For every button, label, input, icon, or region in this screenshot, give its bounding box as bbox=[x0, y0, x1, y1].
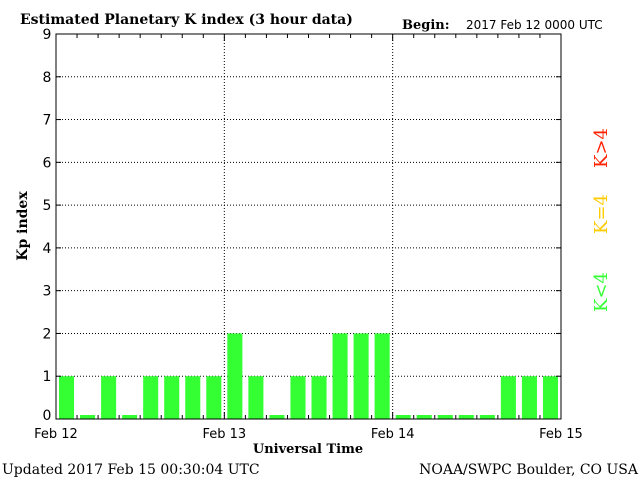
y-tick-label: 2 bbox=[43, 326, 52, 342]
kp-bar bbox=[374, 333, 390, 419]
kp-bar bbox=[185, 376, 201, 419]
footer-source: NOAA/SWPC Boulder, CO USA bbox=[419, 462, 639, 478]
y-tick-label: 5 bbox=[43, 198, 52, 214]
legend-k-above-4: K>4 bbox=[591, 128, 612, 168]
grid-layer bbox=[56, 34, 561, 419]
y-tick-label: 8 bbox=[43, 70, 52, 86]
x-tick-label: Feb 13 bbox=[202, 427, 246, 442]
y-axis-label: Kp index bbox=[15, 191, 31, 261]
kp-bar bbox=[437, 415, 453, 419]
footer-updated: Updated 2017 Feb 15 00:30:04 UTC bbox=[2, 462, 260, 478]
legend-k-below-4: K<4 bbox=[591, 272, 612, 312]
y-tick-label: 9 bbox=[43, 27, 52, 43]
y-tick-label: 3 bbox=[43, 284, 52, 300]
kp-bar bbox=[80, 415, 96, 419]
y-tick-label: 7 bbox=[43, 113, 52, 129]
y-axis-ticks: 0 1 2 3 4 5 6 7 8 9 bbox=[43, 27, 561, 424]
plot-frame bbox=[55, 33, 562, 420]
kp-bar bbox=[122, 415, 138, 419]
x-tick-label: Feb 12 bbox=[34, 427, 78, 442]
kp-bar bbox=[500, 376, 516, 419]
begin-value: 2017 Feb 12 0000 UTC bbox=[466, 18, 603, 32]
kp-bar bbox=[542, 376, 558, 419]
kp-bar bbox=[269, 415, 285, 419]
y-tick-label: 0 bbox=[43, 408, 52, 424]
kp-bar bbox=[206, 376, 222, 419]
kp-bar bbox=[395, 415, 411, 419]
kp-bar bbox=[521, 376, 537, 419]
y-tick-label: 6 bbox=[43, 155, 52, 171]
kp-bar bbox=[332, 333, 348, 419]
begin-label: Begin: bbox=[402, 18, 450, 33]
chart-title: Estimated Planetary K index (3 hour data… bbox=[20, 12, 353, 28]
x-tick-label: Feb 15 bbox=[539, 427, 583, 442]
kp-bar bbox=[59, 376, 75, 419]
kp-bar bbox=[227, 333, 243, 419]
kp-bar bbox=[353, 333, 369, 419]
kp-bar bbox=[416, 415, 432, 419]
y-tick-label: 4 bbox=[43, 241, 52, 257]
x-axis-label: Universal Time bbox=[253, 442, 363, 457]
legend-k-equal-4: K=4 bbox=[591, 194, 612, 234]
x-tick-label: Feb 14 bbox=[371, 427, 415, 442]
kp-bar bbox=[311, 376, 327, 419]
bar-layer bbox=[59, 333, 558, 419]
y-tick-label: 1 bbox=[43, 369, 52, 385]
kp-bar bbox=[248, 376, 264, 419]
kp-bar bbox=[101, 376, 117, 419]
kp-bar bbox=[479, 415, 495, 419]
x-axis-ticks: Feb 12 Feb 13 Feb 14 Feb 15 bbox=[34, 34, 583, 442]
kp-bar bbox=[458, 415, 474, 419]
kp-bar bbox=[164, 376, 180, 419]
kp-bar bbox=[143, 376, 159, 419]
kp-bar bbox=[290, 376, 306, 419]
